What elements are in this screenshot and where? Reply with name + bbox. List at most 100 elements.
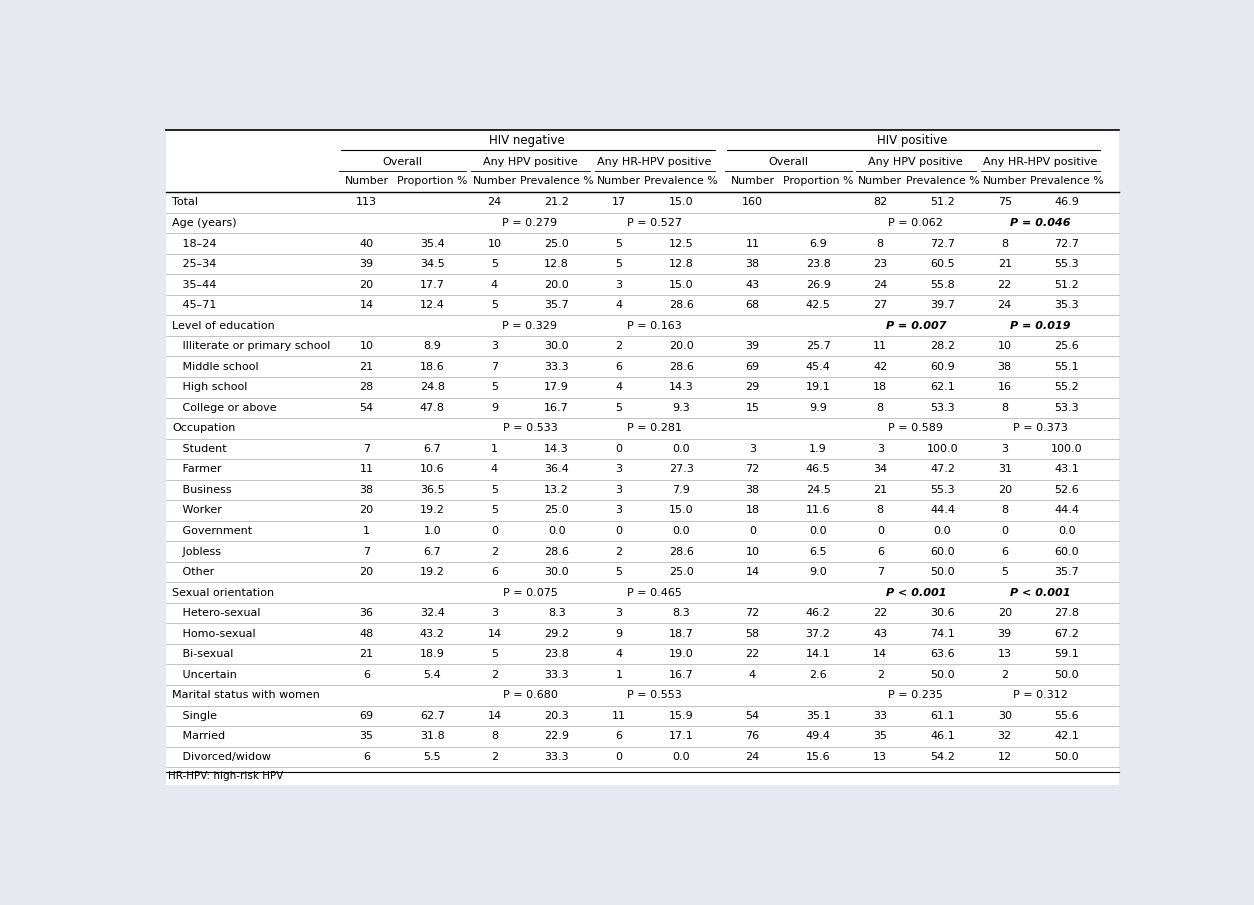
Text: 15.9: 15.9: [668, 710, 693, 720]
Text: 21: 21: [360, 362, 374, 372]
Text: Any HPV positive: Any HPV positive: [483, 157, 577, 167]
Text: 24: 24: [745, 752, 760, 762]
Text: 3: 3: [616, 608, 622, 618]
Text: 18.9: 18.9: [420, 649, 445, 659]
Text: 2: 2: [616, 341, 622, 351]
Text: 3: 3: [492, 608, 498, 618]
Bar: [167, 644, 1119, 664]
Text: 18.7: 18.7: [668, 629, 693, 639]
Bar: [167, 274, 1119, 295]
Text: 60.0: 60.0: [930, 547, 954, 557]
Text: Single: Single: [172, 710, 217, 720]
Text: 13: 13: [998, 649, 1012, 659]
Text: 17.7: 17.7: [420, 280, 445, 290]
Text: 15.0: 15.0: [668, 280, 693, 290]
Text: Any HR-HPV positive: Any HR-HPV positive: [983, 157, 1097, 167]
Text: 19.2: 19.2: [420, 567, 445, 577]
Text: 3: 3: [616, 280, 622, 290]
Text: 6: 6: [1001, 547, 1008, 557]
Text: 5: 5: [616, 259, 622, 269]
Text: 35–44: 35–44: [172, 280, 217, 290]
Text: 2: 2: [616, 547, 622, 557]
Text: 45–71: 45–71: [172, 300, 217, 310]
Text: 24: 24: [998, 300, 1012, 310]
Text: 42.1: 42.1: [1055, 731, 1080, 741]
Text: P = 0.046: P = 0.046: [1009, 218, 1071, 228]
Bar: [167, 500, 1119, 520]
Text: Government: Government: [172, 526, 252, 536]
Text: 60.5: 60.5: [930, 259, 954, 269]
Text: 0.0: 0.0: [1058, 526, 1076, 536]
Text: Number: Number: [597, 176, 641, 186]
Bar: [167, 603, 1119, 624]
Text: 8: 8: [877, 403, 884, 413]
Text: 8: 8: [1001, 403, 1008, 413]
Text: 1: 1: [616, 670, 622, 680]
Text: 21: 21: [873, 485, 888, 495]
Text: 55.2: 55.2: [1055, 382, 1080, 392]
Text: Hetero-sexual: Hetero-sexual: [172, 608, 261, 618]
Text: Divorced/widow: Divorced/widow: [172, 752, 271, 762]
Text: 34.5: 34.5: [420, 259, 445, 269]
Text: 33.3: 33.3: [544, 752, 569, 762]
Text: Proportion %: Proportion %: [398, 176, 468, 186]
Text: 30.6: 30.6: [930, 608, 954, 618]
Bar: [167, 459, 1119, 480]
Text: 100.0: 100.0: [1051, 443, 1082, 454]
Text: 3: 3: [616, 506, 622, 516]
Text: 10.6: 10.6: [420, 464, 445, 474]
Text: HIV positive: HIV positive: [878, 134, 948, 148]
Text: 54: 54: [745, 710, 760, 720]
Text: Any HPV positive: Any HPV positive: [868, 157, 963, 167]
Bar: [167, 233, 1119, 253]
Text: 1: 1: [492, 443, 498, 454]
Bar: [167, 192, 1119, 213]
Text: 100.0: 100.0: [927, 443, 958, 454]
Text: 18.6: 18.6: [420, 362, 445, 372]
Text: 27: 27: [873, 300, 888, 310]
Text: 0.0: 0.0: [672, 752, 690, 762]
Text: 7: 7: [364, 547, 370, 557]
Bar: [167, 562, 1119, 582]
Text: 160: 160: [742, 197, 762, 207]
Bar: [167, 685, 1119, 706]
Text: Number: Number: [983, 176, 1027, 186]
Text: 62.1: 62.1: [930, 382, 954, 392]
Text: 11: 11: [745, 239, 760, 249]
Text: 14.1: 14.1: [806, 649, 830, 659]
Text: Marital status with women: Marital status with women: [172, 691, 320, 700]
Text: 0.0: 0.0: [672, 443, 690, 454]
Text: 15: 15: [745, 403, 760, 413]
Text: 21.2: 21.2: [544, 197, 569, 207]
Text: 31: 31: [998, 464, 1012, 474]
Text: 5: 5: [492, 382, 498, 392]
Text: 6: 6: [616, 362, 622, 372]
Text: 54: 54: [360, 403, 374, 413]
Text: 20: 20: [998, 608, 1012, 618]
Bar: [167, 480, 1119, 500]
Text: 51.2: 51.2: [930, 197, 954, 207]
Bar: [167, 357, 1119, 377]
Text: 30: 30: [998, 710, 1012, 720]
Text: Number: Number: [731, 176, 775, 186]
Text: 7.9: 7.9: [672, 485, 690, 495]
Text: 9: 9: [616, 629, 622, 639]
Text: 50.0: 50.0: [1055, 670, 1080, 680]
Text: 6.9: 6.9: [809, 239, 826, 249]
Text: 5: 5: [1001, 567, 1008, 577]
Text: 13: 13: [873, 752, 888, 762]
Text: Sexual orientation: Sexual orientation: [172, 587, 275, 597]
Text: 16.7: 16.7: [544, 403, 569, 413]
Text: 35.4: 35.4: [420, 239, 445, 249]
Text: 1.0: 1.0: [424, 526, 441, 536]
Text: Student: Student: [172, 443, 227, 454]
Text: 47.2: 47.2: [930, 464, 956, 474]
Text: 5: 5: [492, 506, 498, 516]
Text: 35: 35: [873, 731, 888, 741]
Text: Occupation: Occupation: [172, 424, 236, 433]
Text: 2: 2: [877, 670, 884, 680]
Text: 38: 38: [745, 485, 760, 495]
Text: Homo-sexual: Homo-sexual: [172, 629, 256, 639]
Text: 0: 0: [1001, 526, 1008, 536]
Text: 33.3: 33.3: [544, 670, 569, 680]
